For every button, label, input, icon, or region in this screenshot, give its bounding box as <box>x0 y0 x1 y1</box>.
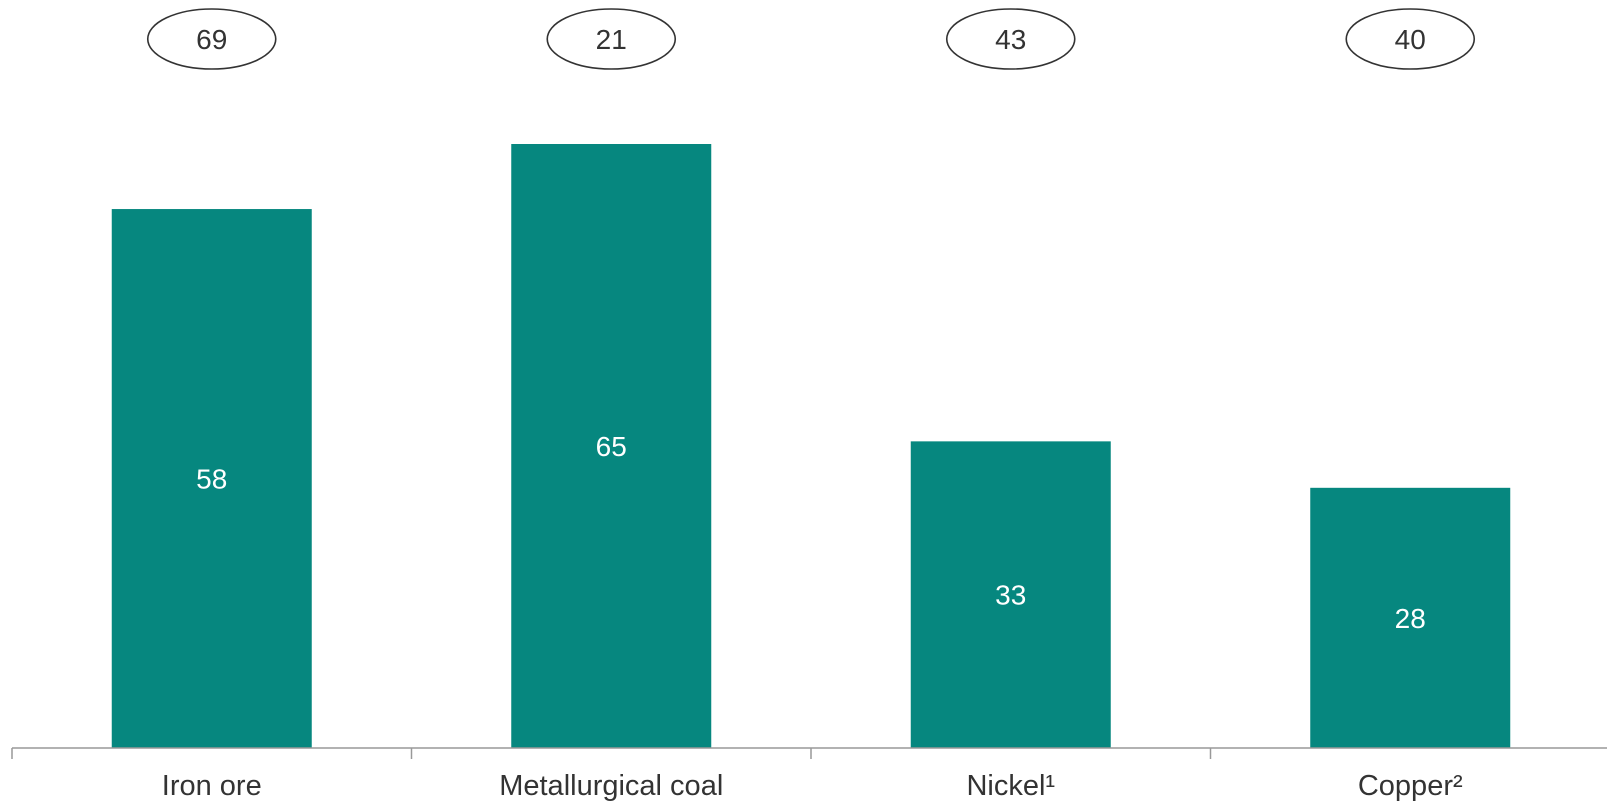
bar <box>111 209 312 749</box>
category-labels-group: Iron ore Metallurgical coal Nickel¹ Copper² <box>162 770 1463 801</box>
annotation-label: 40 <box>1395 24 1426 55</box>
bar <box>910 441 1111 748</box>
bar-value-label: 65 <box>596 431 627 462</box>
bar <box>511 144 712 748</box>
annotation-bubble <box>1345 8 1476 70</box>
category-label: Nickel¹ <box>966 770 1055 801</box>
category-label: Copper² <box>1358 770 1463 801</box>
annotation-bubble <box>945 8 1076 70</box>
x-axis-ticks <box>11 748 1212 759</box>
annotation-bubble <box>546 8 677 70</box>
annotation-label: 21 <box>596 24 627 55</box>
category-label: Iron ore <box>162 770 262 801</box>
bars-group: 58 65 33 28 <box>111 144 1511 749</box>
bar-value-label: 28 <box>1395 603 1426 634</box>
category-label: Metallurgical coal <box>499 770 723 801</box>
annotation-label: 43 <box>995 24 1026 55</box>
annotation-label: 69 <box>196 24 227 55</box>
bar-value-label: 58 <box>196 464 227 495</box>
bar <box>1310 487 1511 748</box>
annotation-bubbles-group: 69 21 43 40 <box>146 8 1476 70</box>
bar-value-label: 33 <box>995 580 1026 611</box>
annotation-bubble <box>146 8 277 70</box>
